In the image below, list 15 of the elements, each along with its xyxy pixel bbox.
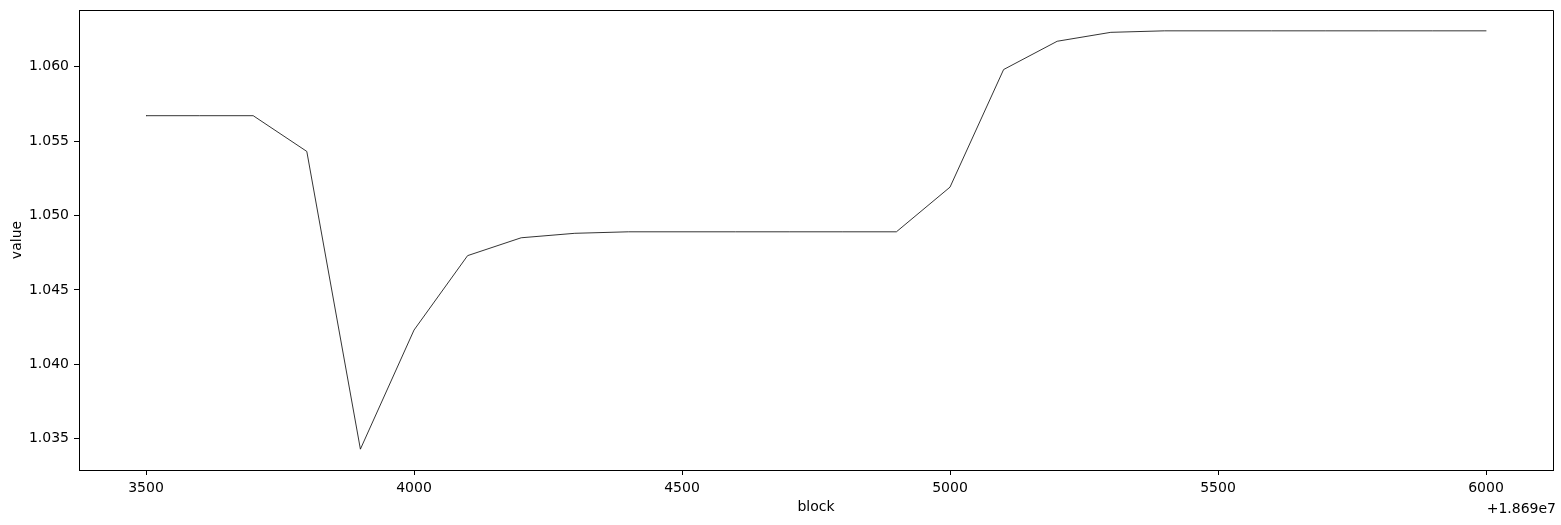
x-tick-label: 4000 bbox=[396, 479, 432, 496]
text: +1.869e7 bbox=[1486, 499, 1556, 516]
x-tick-label: 6000 bbox=[1468, 479, 1504, 496]
x-tick-label: 4500 bbox=[664, 479, 700, 496]
x-tick-label: 5500 bbox=[1200, 479, 1236, 496]
y-tick-label: 1.055 bbox=[28, 131, 69, 148]
y-tick-label: 1.040 bbox=[28, 354, 69, 371]
y-tick-label: 1.045 bbox=[28, 280, 69, 297]
x-axis-title: block bbox=[797, 497, 836, 514]
y-tick-label: 1.035 bbox=[28, 429, 69, 446]
x-tick-label: 3500 bbox=[128, 479, 164, 496]
y-tick-label: 1.050 bbox=[28, 206, 69, 223]
y-tick-label: 1.060 bbox=[28, 57, 69, 74]
x-tick-label: 5000 bbox=[932, 479, 968, 496]
y-axis-title: value bbox=[7, 220, 24, 260]
